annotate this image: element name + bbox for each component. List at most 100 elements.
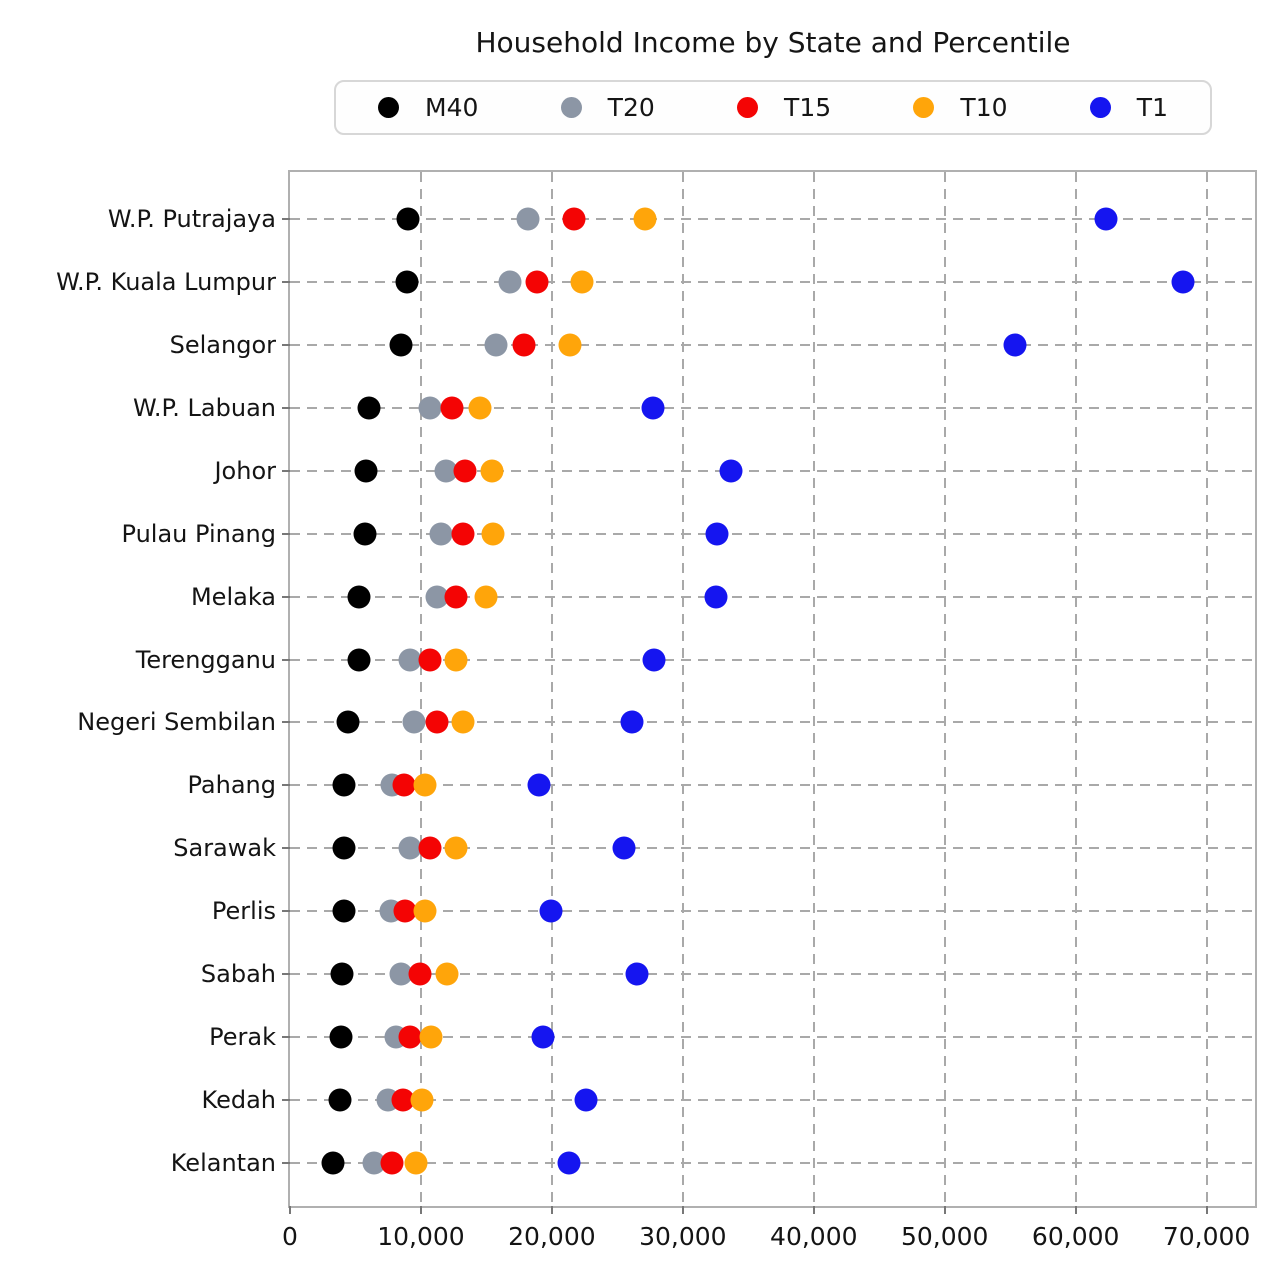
data-point-t10 [474, 585, 498, 609]
gridline-horizontal [290, 532, 1255, 535]
data-point-t20 [434, 459, 458, 483]
x-axis-label-7: 70,000 [1162, 1222, 1251, 1251]
y-axis-tick [282, 218, 290, 221]
x-axis-label-0: 0 [282, 1222, 298, 1251]
data-point-t15 [453, 459, 477, 483]
x-axis-label-1: 10,000 [377, 1222, 465, 1251]
data-point-t10 [419, 1025, 443, 1049]
data-point-t1 [574, 1088, 598, 1112]
legend-label: T10 [960, 93, 1008, 122]
data-point-t10 [444, 648, 468, 672]
y-axis-tick [282, 1098, 290, 1101]
x-axis-tick [943, 1206, 946, 1214]
x-axis-tick [419, 1206, 422, 1214]
y-axis-label-4: Johor [214, 456, 276, 485]
data-point-t10 [413, 773, 437, 797]
gridline-horizontal [290, 1036, 1255, 1038]
legend-marker-icon [560, 97, 582, 118]
legend-item-t1: T1 [1089, 93, 1168, 122]
gridline-horizontal [290, 281, 1255, 284]
data-point-t20 [484, 333, 508, 357]
data-point-t10 [570, 270, 594, 294]
y-axis-label-13: Perak [209, 1023, 276, 1051]
y-axis-label-15: Kelantan [170, 1148, 276, 1177]
data-point-m40 [329, 1025, 353, 1049]
x-axis-tick [289, 1206, 291, 1214]
y-axis-tick [282, 406, 290, 409]
data-point-t10 [468, 396, 492, 420]
y-axis-tick [282, 532, 290, 535]
data-point-t15 [525, 270, 549, 294]
data-point-t1 [642, 648, 666, 672]
data-point-t1 [527, 773, 551, 797]
data-point-m40 [321, 1151, 345, 1175]
y-axis-tick [282, 281, 290, 284]
data-point-t15 [393, 899, 417, 923]
data-point-t15 [444, 585, 468, 609]
y-axis-label-14: Kedah [201, 1085, 276, 1114]
gridline-horizontal [290, 910, 1255, 913]
data-point-t15 [391, 1088, 415, 1112]
data-point-m40 [328, 1088, 352, 1112]
data-point-m40 [332, 836, 356, 860]
gridline-horizontal [290, 406, 1255, 409]
y-axis-label-11: Perlis [211, 897, 276, 926]
gridline-vertical [1074, 172, 1077, 1206]
data-point-m40 [332, 773, 356, 797]
data-point-t10 [451, 710, 475, 734]
data-point-t15 [418, 648, 442, 672]
y-axis-label-2: Selangor [169, 331, 276, 359]
y-axis-label-9: Pahang [187, 771, 276, 800]
legend-marker-icon [1089, 97, 1111, 118]
y-axis-label-5: Pulau Pinang [121, 519, 276, 548]
legend-marker-icon [913, 97, 935, 118]
y-axis-label-7: Terengganu [135, 645, 276, 674]
data-point-t20 [429, 522, 453, 546]
gridline-vertical [1205, 172, 1208, 1206]
gridline-horizontal [290, 847, 1255, 850]
y-axis-label-12: Sabah [200, 960, 276, 989]
gridline-vertical [550, 172, 553, 1206]
legend-marker-icon [737, 97, 759, 118]
data-point-t1 [625, 962, 649, 986]
y-axis-tick [282, 784, 290, 787]
x-axis-label-4: 40,000 [770, 1222, 858, 1251]
data-point-t1 [612, 836, 636, 860]
data-point-t20 [398, 648, 422, 672]
gridline-vertical [419, 172, 422, 1206]
y-axis-tick [282, 973, 290, 976]
gridline-vertical [681, 172, 684, 1206]
gridline-horizontal [290, 658, 1255, 661]
data-point-m40 [389, 333, 413, 357]
data-point-m40 [336, 710, 360, 734]
gridline-horizontal [290, 344, 1255, 346]
data-point-t15 [398, 1025, 422, 1049]
data-point-t10 [558, 333, 582, 357]
data-point-t20 [398, 836, 422, 860]
data-point-t20 [402, 710, 426, 734]
legend-label: T15 [784, 93, 832, 122]
data-point-t20 [418, 396, 442, 420]
data-point-m40 [395, 270, 419, 294]
data-point-t10 [413, 899, 437, 923]
data-point-t1 [1094, 207, 1118, 231]
gridline-vertical [943, 172, 946, 1206]
data-point-m40 [357, 396, 381, 420]
gridline-horizontal [290, 595, 1255, 598]
data-point-m40 [332, 899, 356, 923]
data-point-t10 [633, 207, 657, 231]
gridline-horizontal [290, 973, 1255, 976]
y-axis-tick [282, 1161, 290, 1164]
data-point-t1 [620, 710, 644, 734]
legend-item-t10: T10 [913, 93, 1008, 122]
y-axis-label-0: W.P. Putrajaya [107, 205, 276, 234]
data-point-t10 [481, 522, 505, 546]
data-point-t15 [418, 836, 442, 860]
x-axis-tick [681, 1206, 684, 1214]
data-point-t1 [557, 1151, 581, 1175]
x-axis-label-2: 20,000 [508, 1222, 596, 1251]
y-axis-tick [282, 721, 290, 724]
gridline-vertical [812, 172, 815, 1206]
data-point-m40 [330, 962, 354, 986]
